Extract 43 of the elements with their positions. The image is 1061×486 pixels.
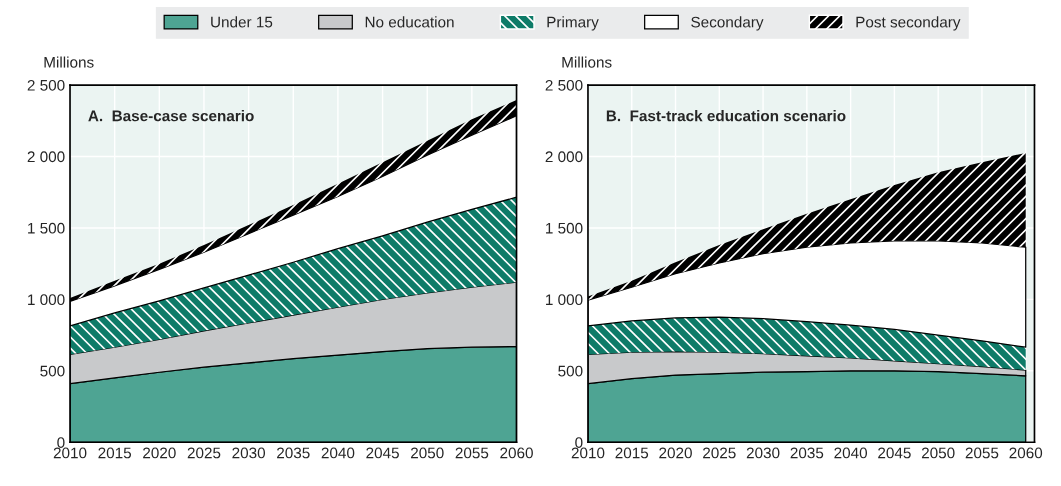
y-tick-label: 2 500 — [27, 79, 65, 91]
x-tick-label: 2025 — [187, 447, 221, 459]
x-tick-label: 2020 — [143, 447, 176, 459]
y-tick-label: 1 500 — [28, 222, 65, 234]
legend-label: Under 15 — [211, 16, 273, 28]
text: A. Base-case scenario — [88, 110, 254, 122]
x-tick-label: 2025 — [703, 447, 736, 459]
text: B. Fast-track education scenario — [606, 110, 846, 122]
y-tick-label: 500 — [558, 365, 583, 377]
x-tick-label: 2030 — [232, 447, 266, 459]
x-tick-label: 2060 — [1009, 447, 1043, 459]
x-tick-label: 2035 — [790, 447, 824, 459]
y-axis-title: Millions — [562, 56, 612, 68]
x-tick-label: 2030 — [746, 447, 780, 459]
x-tick-label: 2010 — [53, 447, 87, 459]
x-tick-label: 2015 — [615, 447, 649, 459]
x-tick-label: 2045 — [878, 447, 911, 459]
legend-label: No education — [365, 16, 454, 28]
y-tick-label: 0 — [575, 437, 583, 448]
y-axis-title: Millions — [44, 56, 94, 68]
y-tick-label: 0 — [57, 437, 65, 448]
legend-label: Primary — [547, 16, 599, 31]
x-tick-label: 2055 — [455, 447, 489, 459]
y-tick-label: 2 000 — [545, 151, 583, 163]
x-tick-label: 2040 — [834, 447, 868, 459]
x-tick-label: 2015 — [98, 447, 132, 459]
y-tick-label: 1 000 — [28, 294, 65, 306]
y-tick-label: 2 500 — [545, 79, 583, 91]
legend-label: Secondary — [691, 16, 764, 31]
x-tick-label: 2040 — [321, 447, 355, 459]
y-tick-label: 1 500 — [546, 222, 583, 234]
legend-label: Post secondary — [856, 16, 961, 31]
x-tick-label: 2060 — [500, 447, 533, 459]
y-tick-label: 2 000 — [27, 151, 65, 163]
x-tick-label: 2020 — [659, 447, 692, 459]
x-tick-label: 2050 — [411, 447, 444, 459]
x-tick-label: 2055 — [965, 447, 999, 459]
x-tick-label: 2010 — [571, 447, 605, 459]
y-tick-label: 1 000 — [546, 294, 583, 306]
x-tick-label: 2050 — [921, 447, 955, 459]
x-tick-label: 2035 — [277, 447, 310, 459]
y-tick-label: 500 — [40, 365, 65, 377]
x-tick-label: 2045 — [366, 447, 399, 459]
